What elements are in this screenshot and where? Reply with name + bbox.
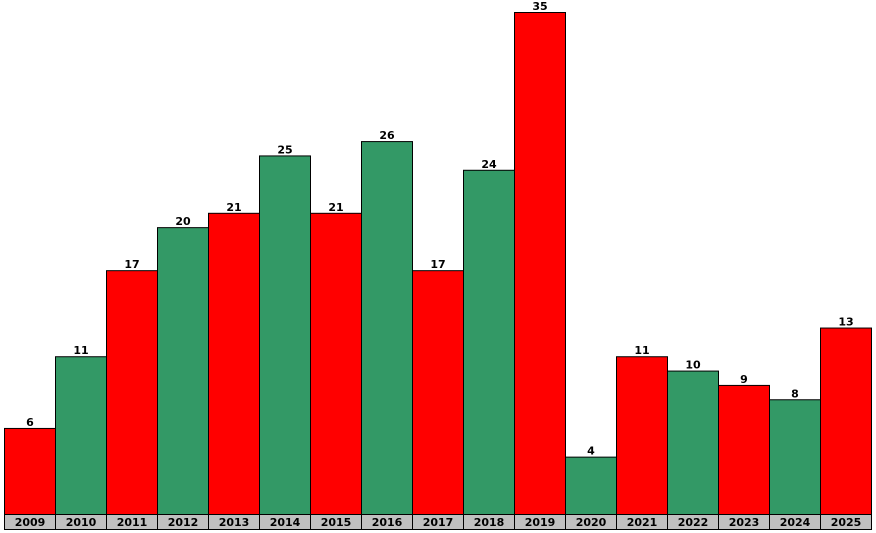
value-labels-layer: 6 11 17 20 21 25 21 26 17 24 35 4 11 10 9 8 13 <box>26 0 853 458</box>
x-tick-label-2022: 2022 <box>678 516 709 529</box>
x-tick-label-2011: 2011 <box>117 516 148 529</box>
x-tick-cell-2025 <box>820 514 872 530</box>
bar-value-label-2017: 17 <box>430 258 445 271</box>
bar-2019 <box>514 12 566 515</box>
bar-value-label-2010: 11 <box>73 344 88 357</box>
bar-2011 <box>106 270 158 515</box>
bar-2025 <box>820 327 872 515</box>
bar-value-label-2023: 9 <box>740 373 748 386</box>
bar-value-label-2016: 26 <box>379 129 395 142</box>
bar-value-label-2020: 4 <box>587 445 595 458</box>
bar-2009 <box>4 427 56 516</box>
x-tick-label-2023: 2023 <box>729 516 760 529</box>
bar-2022 <box>667 370 719 516</box>
bar-value-label-2013: 21 <box>226 201 241 214</box>
x-tick-label-2019: 2019 <box>525 516 556 529</box>
x-tick-label-2014: 2014 <box>270 516 301 529</box>
bar-value-label-2018: 24 <box>481 158 497 171</box>
x-tick-label-2020: 2020 <box>576 516 607 529</box>
x-tick-label-2021: 2021 <box>627 516 658 529</box>
bar-value-label-2011: 17 <box>124 258 139 271</box>
x-tick-label-2025: 2025 <box>831 516 862 529</box>
bar-2017 <box>412 270 464 515</box>
bar-value-label-2014: 25 <box>277 143 292 156</box>
x-tick-label-2010: 2010 <box>66 516 97 529</box>
x-tick-label-2016: 2016 <box>372 516 403 529</box>
bar-value-label-2015: 21 <box>328 201 343 214</box>
bar-value-label-2009: 6 <box>26 416 34 429</box>
x-axis-labels-layer: 2009 2010 2011 2012 2013 2014 2015 2016 2017 2018… <box>4 514 872 530</box>
bar-value-label-2025: 13 <box>838 316 853 329</box>
x-tick-label-2012: 2012 <box>168 516 199 529</box>
x-tick-label-2017: 2017 <box>423 516 454 529</box>
bar-2023 <box>718 384 770 515</box>
x-tick-label-2024: 2024 <box>780 516 811 529</box>
bar-2021 <box>616 356 668 515</box>
bars-layer <box>4 12 872 516</box>
x-tick-label-2013: 2013 <box>219 516 250 529</box>
x-tick-label-2009: 2009 <box>15 516 46 529</box>
bar-2015 <box>310 212 362 516</box>
bar-2010 <box>55 356 107 515</box>
bar-2020 <box>565 456 617 515</box>
bar-2016 <box>361 141 413 515</box>
bar-value-label-2022: 10 <box>685 359 701 372</box>
bar-value-label-2024: 8 <box>791 387 799 400</box>
bar-2018 <box>463 169 515 515</box>
bar-2012 <box>157 227 209 515</box>
x-tick-label-2018: 2018 <box>474 516 505 529</box>
bar-2024 <box>769 399 821 515</box>
bar-2014 <box>259 155 311 516</box>
bar-2013 <box>208 212 260 516</box>
bar-value-label-2021: 11 <box>634 344 649 357</box>
bar-value-label-2019: 35 <box>532 0 547 13</box>
bar-value-label-2012: 20 <box>175 215 191 228</box>
x-tick-label-2015: 2015 <box>321 516 352 529</box>
